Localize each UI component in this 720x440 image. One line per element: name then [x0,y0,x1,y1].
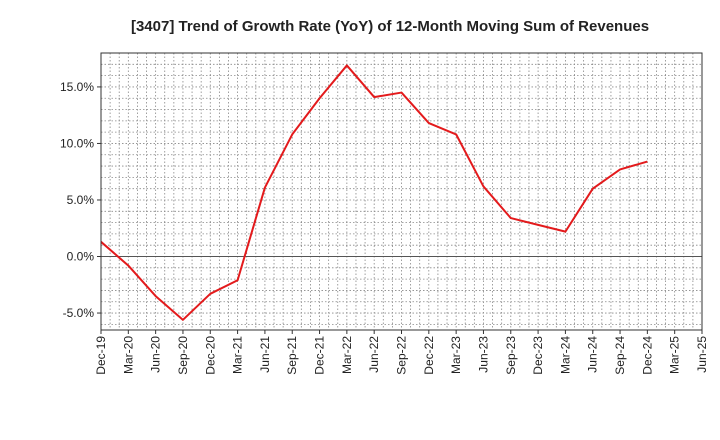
series-group [100,64,648,321]
series-line [100,64,648,321]
x-tick-label: Jun-22 [367,336,381,373]
x-tick-label: Sep-21 [285,336,299,375]
x-tick-label: Mar-25 [668,336,682,374]
x-tick-label: Jun-25 [695,336,709,373]
chart-title: [3407] Trend of Growth Rate (YoY) of 12-… [131,18,649,35]
x-tick-label: Mar-24 [558,336,572,374]
y-tick-label: 5.0% [67,193,95,207]
x-tick-label: Dec-22 [422,336,436,375]
y-tick-label: -5.0% [63,306,95,320]
x-tick-label: Dec-21 [313,336,327,375]
x-axis: Dec-19 Mar-20 Jun-20 Sep-20 Dec-20 Mar-21 Jun-… [94,330,709,375]
x-tick-label: Sep-23 [504,336,518,375]
y-tick-label: 0.0% [67,250,95,264]
x-tick-label: Dec-19 [94,336,108,375]
x-tick-label: Jun-24 [586,336,600,373]
y-axis: -5.0% 0.0% 5.0% 10.0% 15.0% [60,80,101,320]
x-tick-label: Mar-21 [231,336,245,374]
x-tick-label: Sep-20 [176,336,190,375]
x-tick-label: Jun-21 [258,336,272,373]
x-tick-label: Mar-22 [340,336,354,374]
y-tick-label: 10.0% [60,136,94,150]
x-tick-label: Jun-20 [149,336,163,373]
x-tick-label: Sep-22 [395,336,409,375]
x-tick-label: Sep-24 [613,336,627,375]
x-tick-label: Dec-24 [640,336,654,375]
plot-frame [100,52,703,331]
x-tick-label: Dec-20 [203,336,217,375]
x-tick-label: Mar-20 [121,336,135,374]
y-tick-label: 15.0% [60,80,94,94]
grid [101,52,702,330]
x-tick-label: Mar-23 [449,336,463,374]
x-tick-label: Jun-23 [476,336,490,373]
x-tick-label: Dec-23 [531,336,545,375]
